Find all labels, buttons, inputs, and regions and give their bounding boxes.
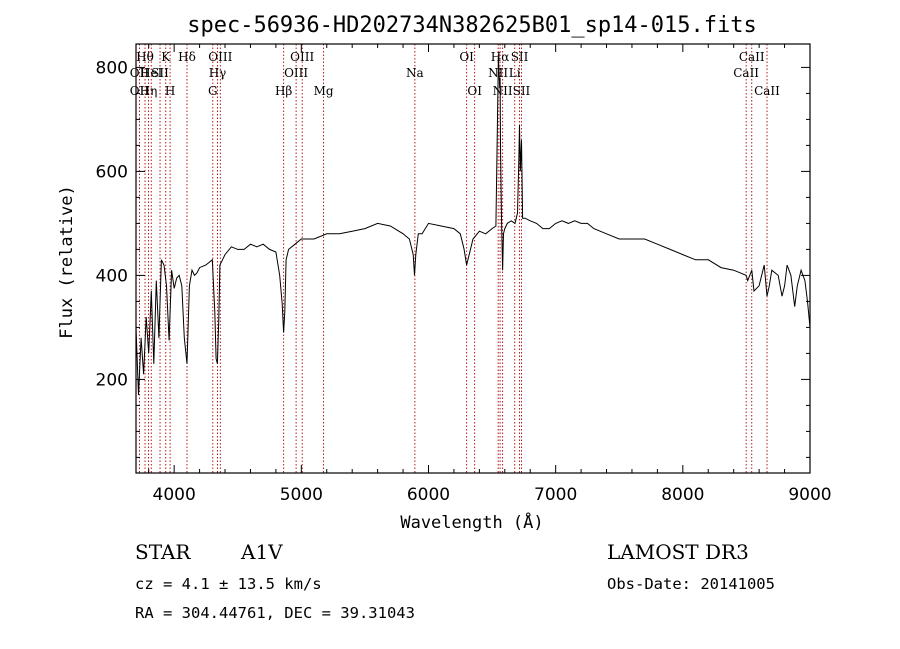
reference-label: NII (493, 84, 513, 98)
reference-label: OIII (284, 66, 308, 80)
x-tick-label: 9000 (788, 485, 831, 505)
plot-frame (135, 43, 811, 474)
x-tick-label: 5000 (280, 485, 323, 505)
reference-label: OII (130, 84, 150, 98)
reference-lines (138, 44, 768, 473)
obs-date: Obs-Date: 20141005 (607, 575, 775, 593)
reference-label: SII (513, 84, 531, 98)
coordinates: RA = 304.44761, DEC = 39.31043 (135, 604, 415, 622)
x-tick-label: 7000 (534, 485, 577, 505)
reference-label: OIII (208, 50, 232, 64)
reference-labels: OIIOIIHθHηHeISIIKHHδGHγOIIIHβOIIIOIIIMgN… (130, 50, 780, 98)
reference-label: OII (130, 66, 150, 80)
reference-label: Mg (314, 84, 334, 98)
reference-label: Hα (491, 50, 510, 64)
object-subclass: A1V (241, 540, 283, 564)
y-axis-ticks: 200 400 600 800 (96, 58, 810, 458)
x-axis-ticks: 4000 5000 6000 7000 8000 9000 (148, 44, 832, 505)
reference-label: Li (509, 66, 521, 80)
reference-label: Hβ (275, 84, 292, 98)
reference-label: Na (406, 66, 424, 80)
redshift-cz: cz = 4.1 ± 13.5 km/s (135, 575, 322, 593)
x-tick-label: 6000 (407, 485, 450, 505)
y-tick-label: 200 (96, 370, 128, 390)
y-tick-label: 800 (96, 58, 128, 78)
survey-name: LAMOST DR3 (607, 540, 749, 564)
reference-label: CaII (733, 66, 759, 80)
chart-title: spec-56936-HD202734N382625B01_sp14-015.f… (187, 13, 757, 38)
y-tick-label: 600 (96, 162, 128, 182)
x-tick-label: 8000 (661, 485, 704, 505)
reference-label: H (165, 84, 175, 98)
spectrum-line (135, 56, 811, 396)
reference-label: HeI (140, 66, 163, 80)
reference-label: Hθ (136, 50, 154, 64)
reference-label: SII (511, 50, 529, 64)
reference-label: OI (467, 84, 482, 98)
reference-label: Hδ (178, 50, 196, 64)
reference-label: Hη (140, 84, 158, 98)
y-axis-label: Flux (relative) (57, 185, 77, 339)
x-tick-label: 4000 (153, 485, 196, 505)
reference-label: CaII (739, 50, 765, 64)
reference-label: Hγ (209, 66, 227, 80)
reference-label: CaII (754, 84, 780, 98)
reference-label: K (161, 50, 171, 64)
reference-label: OI (459, 50, 474, 64)
reference-label: OIII (290, 50, 314, 64)
x-axis-label: Wavelength (Å) (400, 511, 543, 533)
reference-label: G (208, 84, 218, 98)
y-tick-label: 400 (96, 266, 128, 286)
reference-label: SII (151, 66, 169, 80)
object-class: STAR (135, 540, 191, 564)
